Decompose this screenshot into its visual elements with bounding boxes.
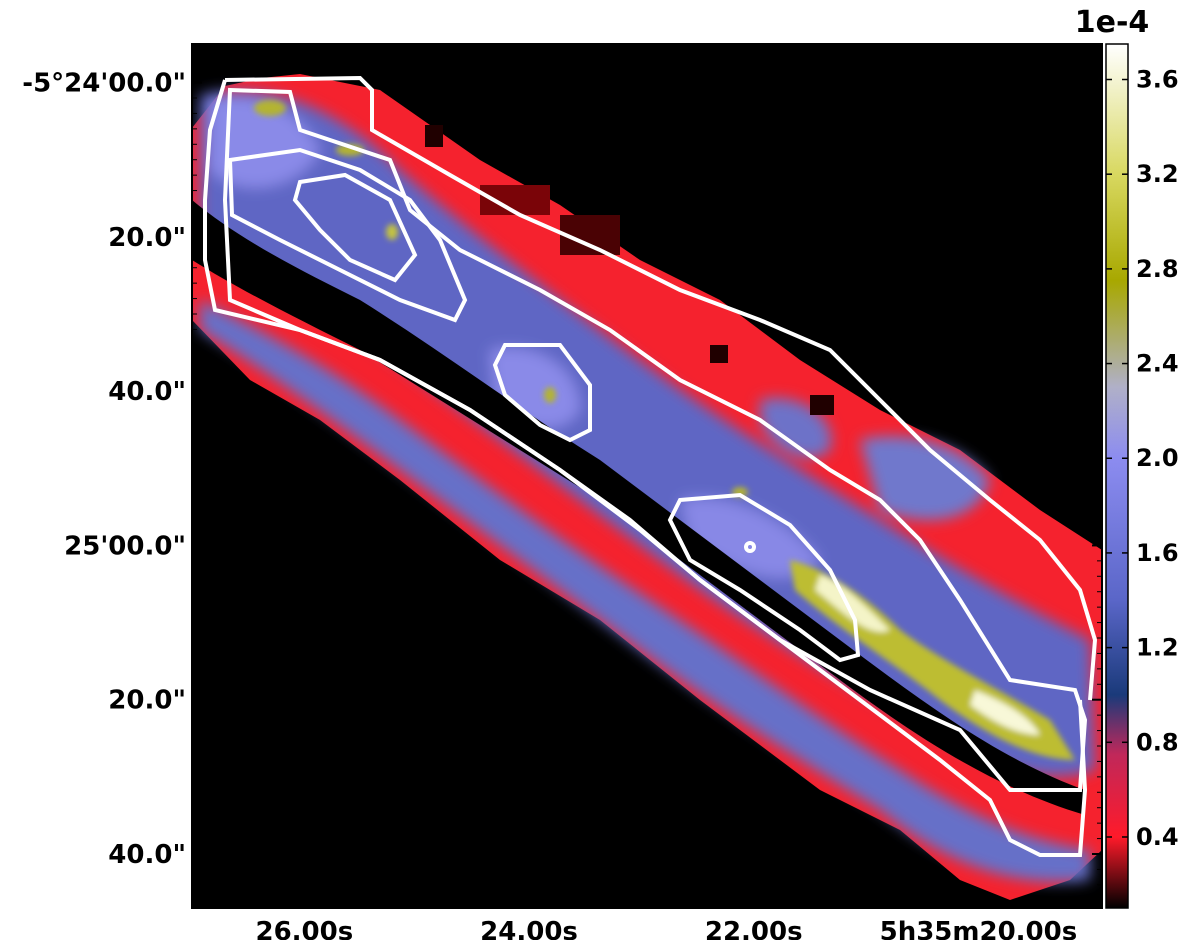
emission-bright	[254, 100, 1075, 760]
contour-inner-nw	[227, 147, 468, 323]
colorbar-tick-label: 2.8	[1136, 255, 1179, 283]
colorbar: 1e-4 0.4 0.8 1.2 1.6 2.0 2.4 2.8 3.2 3.6	[1075, 5, 1179, 909]
colorbar-ticks: 0.4 0.8 1.2 1.6 2.0 2.4 2.8 3.2 3.6	[1106, 66, 1179, 851]
contour-core-nw	[292, 172, 418, 283]
dark-lane	[192, 200, 1085, 815]
y-axis: -5°24'00.0" 20.0" 40.0" 25'00.0" 20.0" 40.0"	[22, 51, 1102, 901]
x-tick-label: 22.00s	[705, 917, 803, 940]
x-tick-label: 5h35m20.00s	[880, 917, 1078, 940]
y-tick-label: 25'00.0"	[64, 531, 186, 561]
contour-core-mid	[492, 343, 592, 443]
colorbar-gradient	[1105, 43, 1129, 909]
colorbar-tick-label: 0.4	[1136, 823, 1179, 851]
plot-frame	[191, 43, 1103, 909]
contour-mid	[222, 87, 1088, 792]
colorbar-tick-label: 2.0	[1136, 444, 1179, 472]
y-tick-label: 20.0"	[108, 686, 186, 716]
x-tick-label: 24.00s	[480, 917, 578, 940]
contour-point	[744, 541, 756, 553]
colorbar-tick-label: 3.6	[1136, 66, 1179, 94]
contours	[203, 75, 1098, 857]
colorbar-tick-label: 1.6	[1136, 539, 1179, 567]
x-tick-label: 26.00s	[255, 917, 353, 940]
colorbar-tick-label: 2.4	[1136, 350, 1179, 378]
contour-outer-top	[224, 75, 1098, 701]
colorbar-tick-label: 0.8	[1136, 728, 1179, 756]
y-tick-label: 40.0"	[108, 377, 186, 407]
contour-core-se	[667, 492, 861, 663]
y-tick-label: -5°24'00.0"	[22, 69, 186, 99]
map-panel	[191, 43, 1103, 909]
colorbar-tick-label: 1.2	[1136, 634, 1179, 662]
x-axis: 26.00s 24.00s 22.00s 5h35m20.00s	[191, 44, 1092, 940]
colorbar-multiplier: 1e-4	[1075, 5, 1150, 40]
colorbar-tick-label: 3.2	[1136, 160, 1179, 188]
y-tick-label: 20.0"	[108, 223, 186, 253]
y-tick-label: 40.0"	[108, 840, 186, 870]
intensity-map	[192, 74, 1102, 900]
